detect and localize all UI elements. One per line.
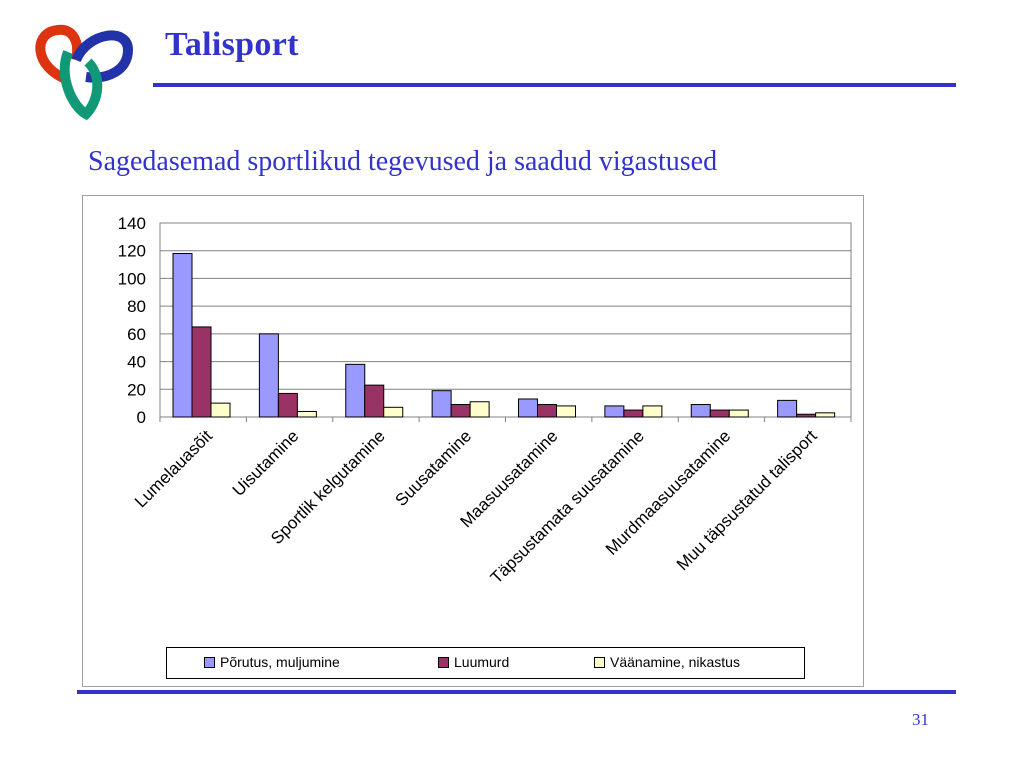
bar-series-1-7 [777,399,798,418]
bar-series-3-2 [383,406,404,418]
x-category-label-1: Uisutamine [229,426,303,500]
slide-title: Talisport [165,26,299,63]
y-tick-label-7: 140 [118,214,146,233]
legend-swatch-series-3 [594,656,605,668]
bar-series-1-5 [604,405,625,418]
y-tick-label-6: 120 [118,242,146,261]
logo-blue-loop [71,30,134,83]
bar-series-2-2 [364,384,385,418]
y-tick-label-4: 80 [127,297,146,316]
bar-series-1-2 [345,363,366,418]
y-tick-label-2: 40 [127,353,146,372]
x-category-label-5: Täpsustamata suusatamine [487,426,648,587]
legend-item-series-2: Luumurd [438,654,509,670]
bar-series-3-5 [642,405,663,418]
bar-series-1-1 [258,333,279,418]
logo-green-loop [59,50,103,121]
legend-swatch-series-1 [204,656,215,668]
bar-series-3-1 [296,410,317,418]
bar-series-2-3 [450,404,471,418]
legend-item-series-3: Väänamine, nikastus [594,654,740,670]
bar-series-3-3 [469,401,490,418]
logo-red-loop [35,24,82,85]
legend-label-series-2: Luumurd [454,654,510,670]
y-tick-label-1: 20 [127,380,146,399]
bar-series-1-3 [431,390,452,418]
bar-series-2-5 [623,409,644,418]
bar-series-1-0 [172,252,193,418]
bottom-divider [77,690,956,694]
bar-series-2-4 [537,404,557,418]
x-category-label-0: Lumelauasõit [131,426,216,511]
slide-subtitle: Sagedasemad sportlikud tegevused ja saad… [88,146,718,177]
bar-series-2-0 [191,326,212,418]
bar-series-3-6 [728,409,749,418]
bar-series-2-6 [709,409,730,418]
top-divider [153,83,956,87]
bar-chart: 0 20 40 60 80 100 120 140 Lumelauasõit Uisutamine… [118,214,852,588]
x-category-label-3: Suusatamine [392,426,476,510]
bar-series-3-4 [556,405,576,418]
bar-series-1-6 [690,404,711,418]
bar-series-2-1 [277,392,298,418]
chart-area [82,195,864,687]
y-tick-label-0: 0 [137,408,146,427]
legend-swatch-series-2 [438,656,449,668]
y-tick-label-5: 100 [118,269,146,288]
y-tick-label-3: 60 [127,325,146,344]
bar-series-3-7 [815,412,836,418]
legend-label-series-3: Väänamine, nikastus [610,654,740,670]
page-number: 31 [912,710,929,729]
bar-series-2-7 [796,413,817,418]
bar-series-1-4 [518,398,538,418]
legend-item-series-1: Põrutus, muljumine [204,654,340,670]
talisport-logo [35,24,134,121]
legend-label-series-1: Põrutus, muljumine [220,654,340,670]
bar-series-3-0 [210,402,231,418]
x-category-label-7: Muu täpsustatud talisport [673,426,821,574]
chart-legend: Põrutus, muljumine Luumurd Väänamine, ni… [166,647,805,679]
